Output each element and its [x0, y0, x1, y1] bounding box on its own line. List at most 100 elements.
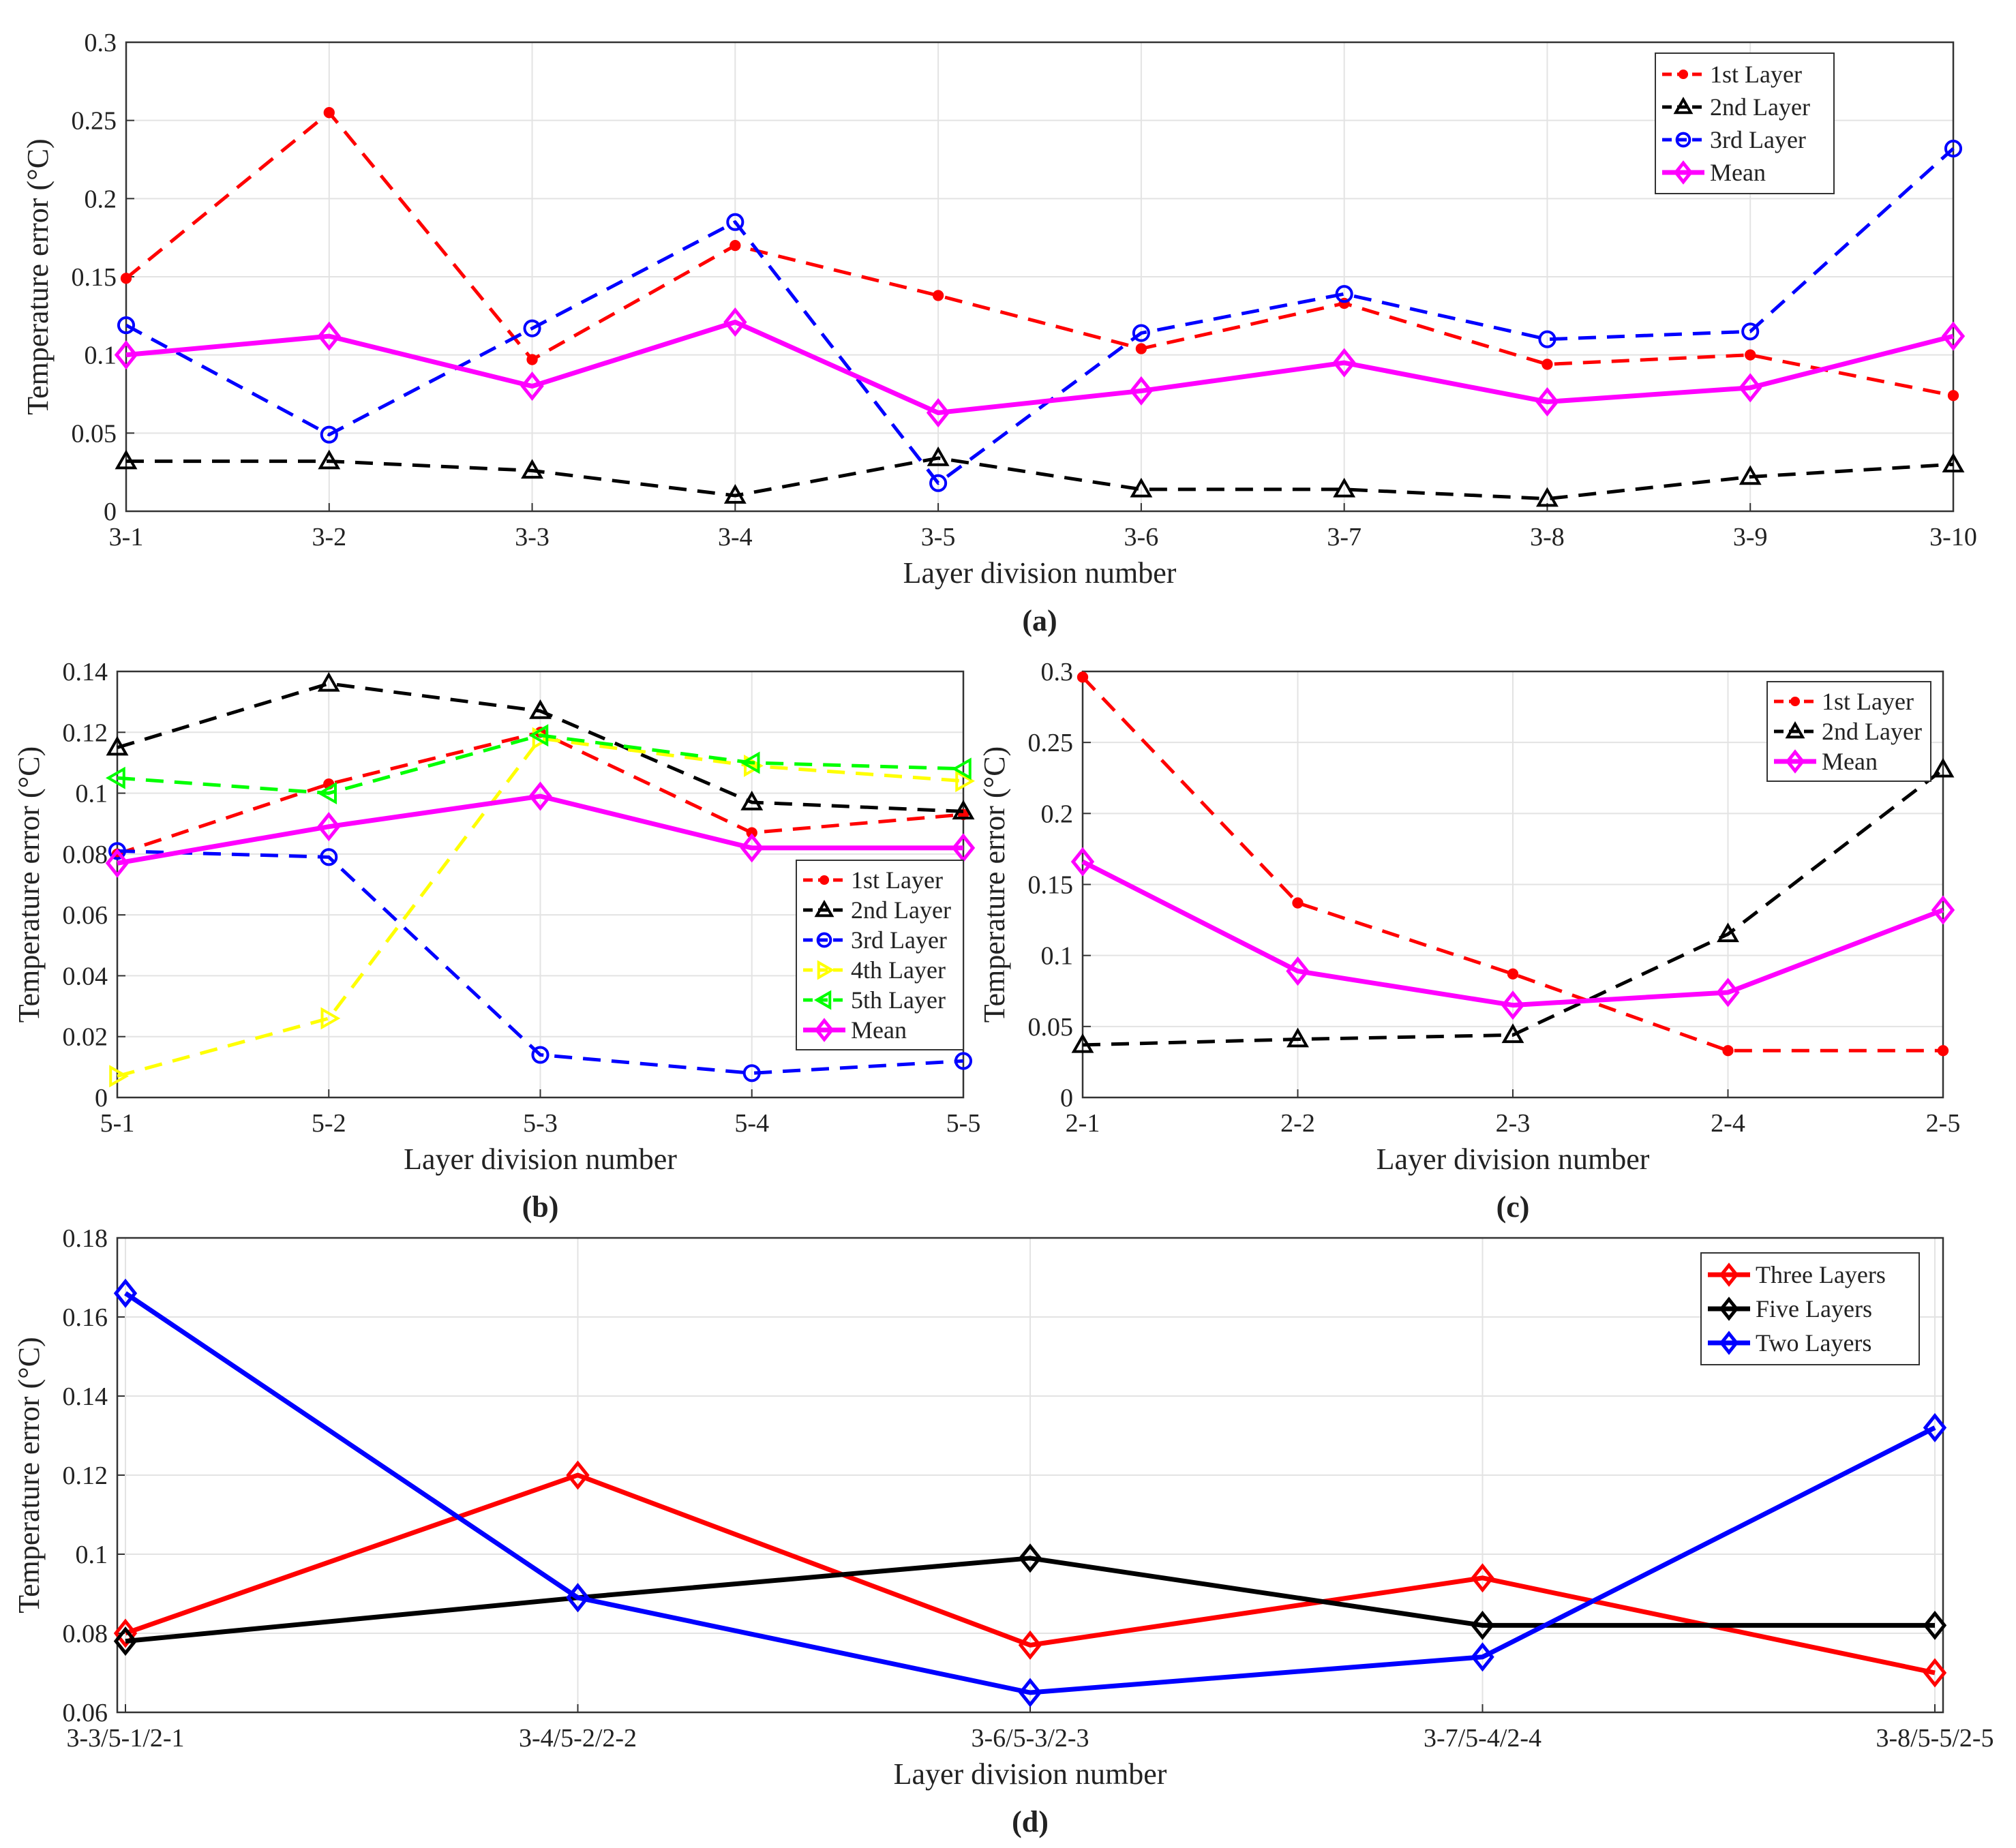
y-tick-label: 0.06 [63, 1699, 108, 1727]
y-axis-label: Temperature error (°C) [12, 746, 46, 1023]
x-tick-label: 3-7 [1327, 523, 1361, 551]
data-point [1471, 1563, 1494, 1593]
legend-marker [1675, 132, 1691, 148]
series-line [1082, 768, 1944, 1047]
data-point [1287, 1027, 1309, 1048]
series-2nd-layer [106, 671, 975, 820]
chart-panel-c: 0 0.05 0.1 0.15 0.2 0.25 0.3 2-1 2-2 2-3 2-4 2-5 Lay… [978, 658, 1960, 1224]
data-point [1129, 376, 1154, 406]
series-4th-layer [109, 727, 976, 1088]
y-tick-label: 0.14 [63, 1382, 108, 1411]
series-line [126, 456, 1954, 501]
data-point [529, 699, 552, 719]
data-point [742, 1064, 761, 1082]
x-axis-label: Layer division number [404, 1142, 677, 1176]
chart-panel-d: 0.06 0.08 0.1 0.12 0.14 0.16 0.18 3-3/5-1/2-1 3-… [12, 1224, 1994, 1838]
legend-entry: Mean [1822, 748, 1878, 775]
data-point [1947, 390, 1959, 402]
data-point [1332, 348, 1356, 378]
legend-entry: 2nd Layer [1822, 718, 1922, 745]
x-tick-label: 3-6/5-3/2-3 [971, 1724, 1089, 1753]
data-point [1745, 349, 1756, 361]
data-point [1286, 956, 1310, 986]
y-tick-label: 0.08 [63, 840, 108, 869]
data-point [1501, 1023, 1524, 1044]
legend-marker [819, 875, 830, 885]
data-point [521, 459, 544, 479]
y-tick-label: 0.3 [1041, 658, 1074, 686]
legend-entry: 2nd Layer [851, 896, 951, 924]
y-tick-label: 0.08 [63, 1620, 108, 1648]
data-point [1931, 895, 1955, 925]
data-point [1739, 373, 1762, 403]
data-point [120, 273, 132, 284]
series-line [125, 110, 1954, 397]
data-point [1070, 847, 1095, 877]
legend-entry: 1st Layer [1822, 688, 1914, 715]
series-2nd-layer [1071, 757, 1955, 1053]
data-point [117, 316, 136, 335]
y-axis-label: Temperature error (°C) [978, 746, 1011, 1023]
data-point [317, 812, 341, 842]
plot-frame [1081, 670, 1944, 1099]
legend-marker [817, 960, 835, 980]
series-5th-layer [105, 724, 972, 805]
panel-label: (a) [1022, 604, 1057, 637]
y-tick-label: 0 [95, 1084, 108, 1112]
series-line [125, 147, 1955, 485]
series-line [1081, 860, 1944, 1008]
legend-marker [814, 899, 834, 918]
series-line [125, 320, 1954, 416]
data-point [1923, 1610, 1947, 1640]
data-point [723, 307, 747, 337]
data-point [317, 671, 340, 692]
legend: 1st Layer 2nd Layer 3rd Layer Mean [1655, 52, 1835, 194]
data-point [528, 724, 549, 747]
data-point [1741, 322, 1760, 341]
x-tick-label: 5-3 [523, 1109, 558, 1138]
x-tick-label: 3-4/5-2/2-2 [519, 1724, 637, 1753]
data-point [528, 781, 552, 811]
y-tick-label: 0.15 [72, 263, 117, 292]
data-point [526, 354, 538, 365]
data-point [1018, 1630, 1042, 1660]
data-point [1722, 1045, 1734, 1057]
data-point [740, 790, 764, 811]
data-point [106, 736, 129, 756]
x-tick-label: 2-2 [1280, 1109, 1315, 1138]
data-point [1941, 321, 1966, 351]
x-tick-label: 2-4 [1711, 1109, 1745, 1138]
legend-marker [1673, 160, 1694, 185]
data-point [1937, 1045, 1949, 1057]
data-point [320, 1007, 341, 1030]
x-tick-label: 3-2 [312, 523, 346, 551]
data-point [729, 239, 741, 252]
legend-marker [1785, 721, 1805, 739]
data-point [113, 1278, 138, 1308]
chart-panel-b: 0 0.02 0.04 0.06 0.08 0.1 0.12 0.14 5-1 5-2 5-3 5-4… [12, 658, 980, 1224]
data-point [1130, 477, 1153, 498]
data-point [520, 372, 544, 402]
y-tick-label: 0.05 [1028, 1013, 1074, 1042]
data-point [927, 446, 950, 466]
data-point [1535, 387, 1559, 416]
x-tick-label: 3-5 [921, 523, 956, 551]
data-point [317, 321, 341, 351]
x-tick-label: 5-5 [946, 1109, 981, 1138]
data-point [1471, 1610, 1494, 1640]
data-point [1335, 285, 1353, 303]
data-point [1292, 897, 1304, 909]
x-tick-label: 3-1 [109, 523, 144, 551]
data-point [726, 213, 744, 231]
data-point [951, 757, 972, 781]
legend-marker [1719, 1262, 1739, 1287]
data-point [317, 782, 337, 805]
x-tick-label: 3-6 [1124, 523, 1159, 551]
data-point [1923, 1658, 1947, 1688]
y-tick-label: 0.18 [63, 1224, 108, 1253]
data-point [1923, 1412, 1947, 1442]
data-point [926, 398, 950, 428]
y-tick-label: 0.12 [63, 1461, 108, 1490]
data-point [954, 1052, 973, 1070]
